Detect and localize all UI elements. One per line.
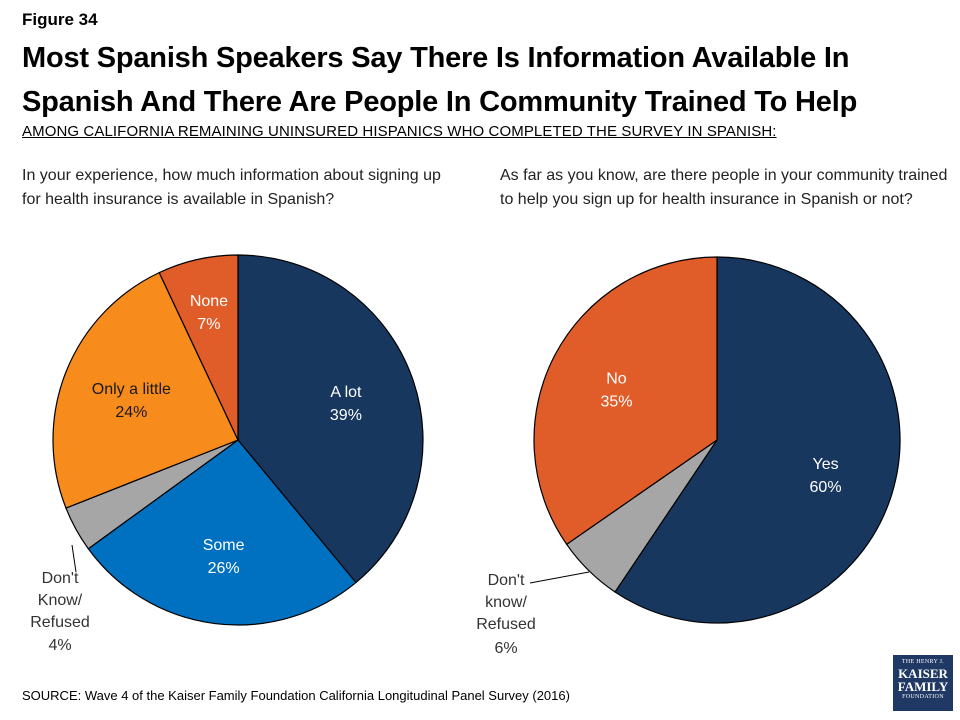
logo-line-4: FOUNDATION xyxy=(902,694,944,700)
source-note: SOURCE: Wave 4 of the Kaiser Family Foun… xyxy=(22,688,570,703)
slice-label-none: None xyxy=(190,293,228,310)
slice-label-don-t-know-refused-line-2: know/ xyxy=(485,594,527,611)
figure-label: Figure 34 xyxy=(22,10,98,29)
pie-slice-some xyxy=(87,439,357,626)
page-title: Most Spanish Speakers Say There Is Infor… xyxy=(22,42,858,118)
slice-value-yes: 60% xyxy=(810,479,842,496)
slice-label-don-t-know-refused-line-2: Know/ xyxy=(38,592,83,609)
logo-line-1: THE HENRY J. xyxy=(901,659,945,665)
left-chart-question: In your experience, how much information… xyxy=(22,167,441,208)
left-pie-chart: A lot 39% Some 26% Don't Know/Refused 4% Only a… xyxy=(30,254,424,654)
leader-line-don-t-know-refused xyxy=(71,544,77,573)
slice-value-some: 26% xyxy=(208,560,240,577)
slice-label-a-lot: A lot xyxy=(330,384,362,401)
slice-label-don-t-know-refused-line-1: Don't xyxy=(42,570,79,587)
logo-line-3: FAMILY xyxy=(897,679,949,694)
slice-value-only-a-little: 24% xyxy=(115,404,147,421)
logo-line-2: KAISER xyxy=(898,666,948,681)
pie-slice-none xyxy=(158,254,239,441)
slice-label-don-t-know-refused-line-1: Don't xyxy=(488,572,525,589)
pie-slice-only-a-little xyxy=(52,271,239,509)
slice-label-yes: Yes xyxy=(812,456,838,473)
slice-label-don-t-know-refused-line-3: Refused xyxy=(30,614,90,631)
kff-logo: THE HENRY J. KAISER FAMILY FOUNDATION xyxy=(893,655,953,711)
pie-slice-no xyxy=(533,256,718,546)
leader-line-don-t-know-refused xyxy=(529,571,590,584)
pie-slice-yes xyxy=(614,256,901,624)
subtitle: AMONG CALIFORNIA REMAINING UNINSURED HIS… xyxy=(22,123,777,140)
slice-value-no: 35% xyxy=(600,393,632,410)
slice-value-a-lot: 39% xyxy=(330,407,362,424)
slice-label-some: Some xyxy=(203,537,245,554)
pie-slice-a-lot xyxy=(237,254,424,584)
slice-label-don-t-know-refused-line-3: Refused xyxy=(476,616,536,633)
slice-value-don-t-know-refused: 4% xyxy=(48,637,71,654)
slice-label-only-a-little: Only a little xyxy=(92,381,171,398)
slice-label-no: No xyxy=(606,370,627,387)
slice-value-don-t-know-refused: 6% xyxy=(494,640,517,657)
right-pie-chart: Yes 60% Don't know/Refused 6% No 35% xyxy=(476,256,901,657)
right-chart-question: As far as you know, are there people in … xyxy=(500,167,948,208)
slice-value-none: 7% xyxy=(197,316,220,333)
